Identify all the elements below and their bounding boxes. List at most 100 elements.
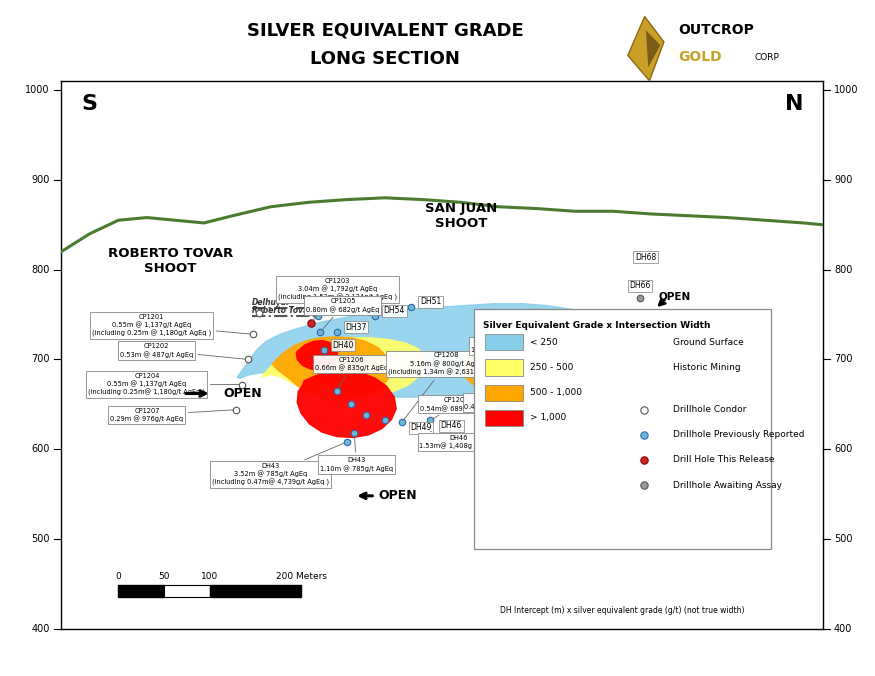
Text: Drillhole Condor: Drillhole Condor [673, 405, 746, 414]
Text: Silver Equivalent Grade x Intersection Width: Silver Equivalent Grade x Intersection W… [483, 321, 710, 330]
Bar [118, 585, 164, 598]
Text: 50: 50 [158, 572, 170, 581]
Text: 900: 900 [31, 175, 50, 185]
Text: 500 - 1,000: 500 - 1,000 [530, 388, 583, 397]
Point [633, 293, 647, 304]
Text: CP1202
0.53m @ 487g/t AgEq: CP1202 0.53m @ 487g/t AgEq [120, 343, 245, 359]
Text: 500: 500 [31, 534, 50, 544]
Polygon shape [646, 30, 661, 68]
Text: CP1203
3.04m @ 1,792g/t AgEq
(including 1.52m @ 2,134g/t AgEq ): CP1203 3.04m @ 1,792g/t AgEq (including … [277, 278, 396, 321]
Point [378, 415, 392, 426]
Text: DH62
1.79m @ 1,329 g/t AgEq
(including 0.3m @ 862 g/t AgEq
& 0.56m @ 3,572 g/t A: DH62 1.79m @ 1,329 g/t AgEq (including 0… [641, 339, 741, 362]
Text: DH60
1.0m @ 988 g/t AgEq: DH60 1.0m @ 988 g/t AgEq [471, 339, 542, 360]
Point [424, 415, 438, 426]
Text: Delhuyar: Delhuyar [252, 297, 290, 307]
Text: SAN JUAN
SHOOT: SAN JUAN SHOOT [424, 201, 497, 230]
Polygon shape [237, 304, 613, 397]
Polygon shape [261, 338, 424, 397]
Point [235, 379, 249, 390]
Text: CP1201
0.55m @ 1,137g/t AgEq
(including 0.25m @ 1,180g/t AgEq ): CP1201 0.55m @ 1,137g/t AgEq (including … [92, 314, 251, 337]
Point [637, 429, 651, 440]
Text: Roberto Tovar: Roberto Tovar [252, 306, 312, 315]
Text: DH46
1.53m@ 1,408g Eq Ag/t: DH46 1.53m@ 1,408g Eq Ag/t [419, 431, 499, 450]
Point [241, 354, 255, 365]
Point [330, 327, 344, 338]
Text: OPEN: OPEN [659, 292, 691, 302]
Text: DH51: DH51 [420, 297, 441, 306]
Text: 500: 500 [834, 534, 852, 544]
Text: N: N [785, 93, 803, 114]
Text: DH54: DH54 [383, 306, 405, 316]
Point [501, 383, 515, 393]
Text: CP1206
0.66m @ 835g/t AgEq: CP1206 0.66m @ 835g/t AgEq [315, 357, 388, 388]
FancyBboxPatch shape [474, 309, 771, 549]
Text: ROBERTO TOVAR
SHOOT: ROBERTO TOVAR SHOOT [108, 247, 234, 274]
Text: DH46: DH46 [441, 421, 462, 431]
Point [304, 318, 318, 329]
Text: DH49: DH49 [410, 423, 431, 432]
Bar [485, 410, 522, 426]
Point [247, 329, 261, 339]
Text: 0: 0 [116, 572, 122, 581]
Text: 250 - 500: 250 - 500 [530, 363, 574, 372]
Text: DH66: DH66 [629, 281, 650, 290]
Text: 900: 900 [834, 175, 852, 185]
Polygon shape [502, 334, 586, 385]
Text: CP1208
0.54m@ 689g Eq Ag/t: CP1208 0.54m@ 689g Eq Ag/t [419, 397, 493, 419]
Text: OPEN: OPEN [223, 387, 262, 400]
Text: DH Intercept (m) x silver equivalent grade (g/t) (not true width): DH Intercept (m) x silver equivalent gra… [500, 606, 745, 615]
Text: DH60: DH60 [528, 349, 550, 358]
Text: Ground Surface: Ground Surface [673, 338, 744, 347]
Text: DH43
3.52m @ 785g/t AgEq
(including 0.47m@ 4,739g/t AgEq ): DH43 3.52m @ 785g/t AgEq (including 0.47… [212, 443, 344, 486]
Text: 100: 100 [201, 572, 219, 581]
Point [321, 365, 335, 376]
Text: CP1204
0.55m @ 1,137g/t AgEq
(including 0.25m@ 1,180g/t AgEq ): CP1204 0.55m @ 1,137g/t AgEq (including … [88, 372, 239, 396]
Text: 400: 400 [834, 624, 852, 633]
Point [252, 308, 266, 318]
Text: DH43
1.10m @ 785g/t AgEq: DH43 1.10m @ 785g/t AgEq [319, 436, 393, 472]
Bar [210, 585, 301, 598]
Text: 600: 600 [31, 444, 50, 454]
Point [317, 345, 331, 356]
Polygon shape [463, 325, 598, 389]
Text: DH57: DH57 [519, 379, 540, 387]
Text: OPEN: OPEN [657, 315, 690, 325]
Polygon shape [297, 341, 337, 369]
Point [637, 454, 651, 465]
Point [330, 385, 344, 396]
Point [540, 322, 554, 333]
Point [395, 417, 409, 428]
Text: 200 Meters: 200 Meters [276, 572, 326, 581]
Text: 700: 700 [31, 354, 50, 364]
Text: CP1208
5.16m @ 800g/t AgEq
(including 1.34m @ 2,631g/t AgEq): CP1208 5.16m @ 800g/t AgEq (including 1.… [388, 352, 505, 420]
Text: 1000: 1000 [834, 85, 858, 95]
Text: LONG SECTION: LONG SECTION [310, 51, 460, 68]
Point [345, 399, 359, 410]
Polygon shape [298, 371, 396, 437]
Point [511, 354, 525, 365]
Text: GOLD: GOLD [678, 51, 722, 64]
Text: 700: 700 [834, 354, 852, 364]
Text: Drillhole Previously Reported: Drillhole Previously Reported [673, 431, 805, 439]
Text: CORP: CORP [754, 53, 779, 62]
Text: OUTCROP: OUTCROP [678, 24, 754, 37]
Text: Drill Hole This Release: Drill Hole This Release [673, 456, 774, 464]
Text: DH37: DH37 [346, 322, 367, 331]
Point [313, 327, 327, 338]
Text: 400: 400 [31, 624, 50, 633]
Text: SILVER EQUIVALENT GRADE: SILVER EQUIVALENT GRADE [247, 22, 523, 39]
Point [359, 410, 373, 420]
Point [404, 302, 418, 313]
Point [637, 404, 651, 415]
Point [637, 480, 651, 491]
Text: DH68: DH68 [635, 253, 656, 262]
Text: Historic Mining: Historic Mining [673, 363, 741, 372]
Text: 1000: 1000 [25, 85, 50, 95]
Text: > 1,000: > 1,000 [530, 413, 567, 422]
Text: DH64
0.6m @ 288g/t AgEq: DH64 0.6m @ 288g/t AgEq [571, 325, 640, 340]
Point [312, 311, 326, 322]
Point [340, 437, 354, 448]
Point [229, 404, 243, 415]
Bar [485, 334, 522, 350]
Text: 600: 600 [834, 444, 852, 454]
